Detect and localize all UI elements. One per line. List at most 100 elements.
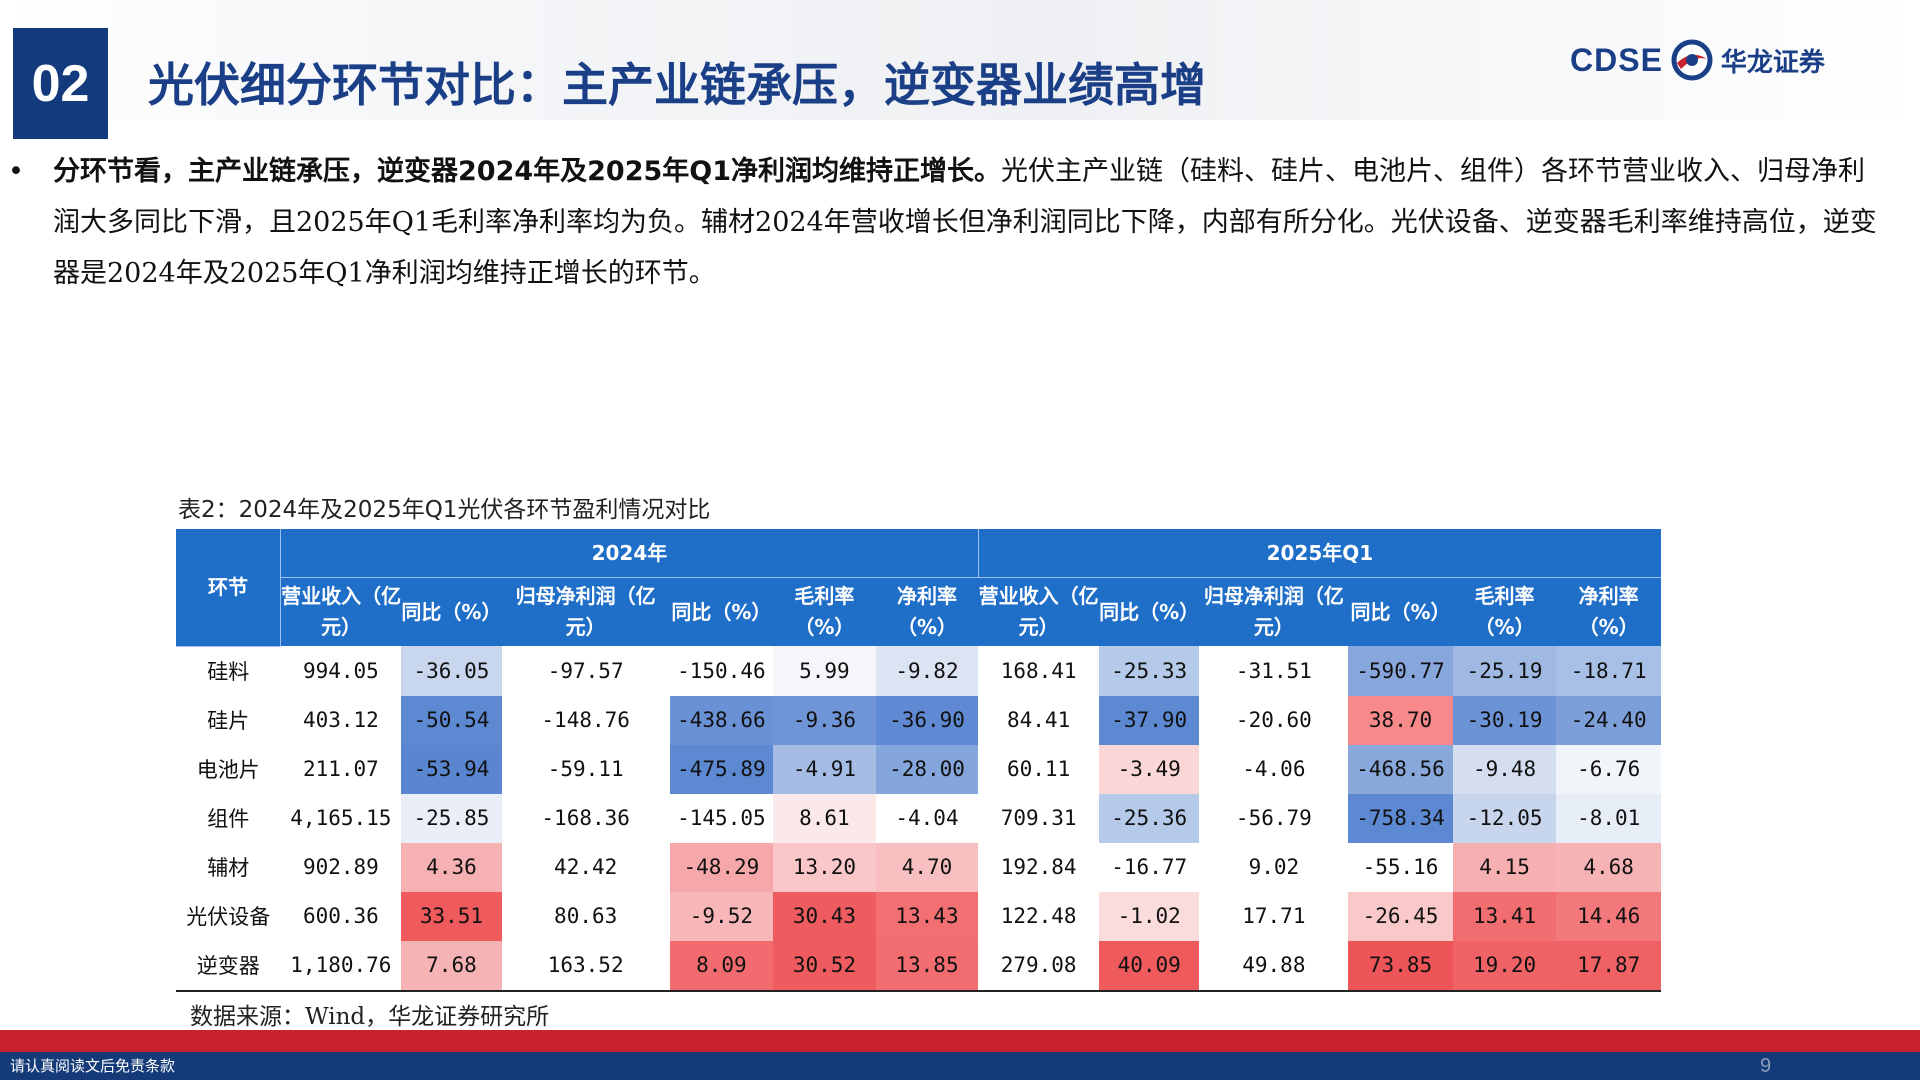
profitability-table: 环节 2024年 2025年Q1 营业收入（亿元） 同比（%） 归母净利润（亿元）同… [176, 529, 1661, 992]
table-cell: -4.04 [875, 793, 979, 843]
table-cell: -26.45 [1348, 891, 1453, 941]
page-number: 9 [1760, 1055, 1772, 1077]
table-cell: 1,180.76 [280, 940, 402, 992]
table-caption: 表2：2024年及2025年Q1光伏各环节盈利情况对比 [178, 497, 711, 523]
table-cell: 30.43 [773, 891, 876, 941]
table-row: 硅片 403.12 -50.54 -148.76 -438.66 -9.36 -36.90 8… [176, 695, 1661, 745]
table-cell: -9.82 [875, 646, 979, 696]
table-cell: -16.77 [1098, 842, 1200, 892]
table-cell: -475.89 [669, 744, 774, 794]
table-cell: 80.63 [501, 891, 670, 941]
segment-name: 硅料 [207, 660, 250, 684]
table-cell: 14.46 [1556, 891, 1661, 941]
table-cell: -145.05 [669, 793, 774, 843]
table-cell: 60.11 [978, 744, 1099, 794]
section-number-badge: 02 [13, 28, 108, 139]
table-cell: -168.36 [501, 793, 670, 843]
table-row: 电池片 211.07 -53.94 -59.11 -475.89 -4.91 -28.00 6… [176, 744, 1661, 794]
table-cell: 8.61 [773, 793, 876, 843]
table-row: 硅料 994.05 -36.05 -97.57 -150.46 5.99 -9.82 168.… [176, 646, 1661, 696]
table-cell: 4.36 [401, 842, 502, 892]
segment-column-header: 环节 [176, 529, 282, 647]
table-cell: 33.51 [401, 891, 502, 941]
column-header: 营业收入（亿元） [978, 577, 1099, 646]
column-header: 营业收入（亿元） [280, 577, 402, 646]
table-row: 辅材 902.89 4.36 42.42 -48.29 13.20 4.70 192.84 -1… [176, 842, 1661, 892]
footer-disclaimer: 请认真阅读文后免责条款 [10, 1057, 176, 1075]
column-header: 同比（%） [1348, 577, 1453, 646]
column-header: 毛利率（%） [1452, 577, 1557, 646]
table-row: 组件 4,165.15 -25.85 -168.36 -145.05 8.61 -4.04 7… [176, 793, 1661, 843]
table-cell: -25.33 [1098, 646, 1200, 696]
table-cell: -150.46 [669, 646, 774, 696]
table-cell: -9.36 [773, 695, 876, 745]
table-cell: 600.36 [280, 891, 402, 941]
page-title: 光伏细分环节对比：主产业链承压，逆变器业绩高增 [148, 58, 1206, 112]
table-cell: -590.77 [1348, 646, 1453, 696]
segment-name: 电池片 [196, 758, 260, 782]
bullet-body: 光伏主产业链（硅料、硅片、电池片、组件）各环节营业收入、归母净利润大多同比下滑，… [53, 156, 1877, 289]
table-row: 逆变器 1,180.76 7.68 163.52 8.09 30.52 13.85 279.0… [176, 940, 1661, 992]
column-header: 净利率（%） [1556, 577, 1661, 646]
logo-text-cn: 华龙证券 [1720, 47, 1825, 78]
table-cell: 13.20 [773, 842, 876, 892]
table-cell: -25.19 [1452, 646, 1557, 696]
bullet-text: 分环节看，主产业链承压，逆变器2024年及2025年Q1净利润均维持正增长。光伏… [53, 146, 1888, 299]
table-cell: -24.40 [1556, 695, 1661, 745]
table-cell: 192.84 [978, 842, 1099, 892]
table-cell: 4.15 [1452, 842, 1557, 892]
table-cell: -30.19 [1452, 695, 1557, 745]
table-cell: -438.66 [669, 695, 774, 745]
bullet-dot-icon: • [8, 156, 24, 187]
table-cell: -9.52 [669, 891, 774, 941]
table-cell: -12.05 [1452, 793, 1557, 843]
table-cell: 4,165.15 [280, 793, 402, 843]
table-cell: -37.90 [1098, 695, 1200, 745]
header-band [0, 0, 1920, 120]
table-cell: 84.41 [978, 695, 1099, 745]
table-cell: -758.34 [1348, 793, 1453, 843]
logo-emblem-icon [1671, 39, 1713, 81]
table-cell: 19.20 [1452, 940, 1557, 992]
table-cell: -8.01 [1556, 793, 1661, 843]
table-cell: -4.91 [773, 744, 876, 794]
table-cell: -25.85 [401, 793, 502, 843]
column-header: 同比（%） [669, 577, 774, 646]
year-2024-header: 2024年 [280, 529, 979, 578]
table-cell: 168.41 [978, 646, 1099, 696]
table-cell: 4.68 [1556, 842, 1661, 892]
table-cell: 709.31 [978, 793, 1099, 843]
table-cell: 4.70 [875, 842, 979, 892]
year-2025-header: 2025年Q1 [977, 529, 1661, 578]
table-cell: 122.48 [978, 891, 1099, 941]
column-header: 同比（%） [1098, 577, 1200, 646]
footer-blue-band [0, 1052, 1920, 1080]
table-cell: 49.88 [1199, 940, 1349, 992]
table-cell: 17.71 [1199, 891, 1349, 941]
segment-name: 硅片 [207, 709, 250, 733]
table-cell: 902.89 [280, 842, 402, 892]
table-cell: 38.70 [1348, 695, 1453, 745]
table-cell: -468.56 [1348, 744, 1453, 794]
table-cell: -36.05 [401, 646, 502, 696]
table-cell: 994.05 [280, 646, 402, 696]
table-cell: 30.52 [773, 940, 876, 992]
table-cell: -53.94 [401, 744, 502, 794]
table-cell: 8.09 [669, 940, 774, 992]
company-logo: CDSE 华龙证券 [1570, 38, 1825, 82]
segment-name: 逆变器 [176, 940, 281, 992]
column-header: 毛利率（%） [773, 577, 876, 646]
table-cell: 73.85 [1348, 940, 1453, 992]
table-cell: 13.85 [875, 940, 979, 992]
summary-bullet: • 分环节看，主产业链承压，逆变器2024年及2025年Q1净利润均维持正增长。… [8, 146, 1888, 299]
table-cell: -6.76 [1556, 744, 1661, 794]
table-cell: 17.87 [1556, 940, 1661, 992]
column-header: 归母净利润（亿元） [501, 577, 670, 646]
table-cell: 7.68 [401, 940, 502, 992]
segment-name: 辅材 [207, 856, 250, 880]
column-header: 归母净利润（亿元） [1199, 577, 1349, 646]
table-cell: 163.52 [501, 940, 670, 992]
table-cell: 13.41 [1452, 891, 1557, 941]
table-cell: -56.79 [1199, 793, 1349, 843]
table-cell: 9.02 [1199, 842, 1349, 892]
